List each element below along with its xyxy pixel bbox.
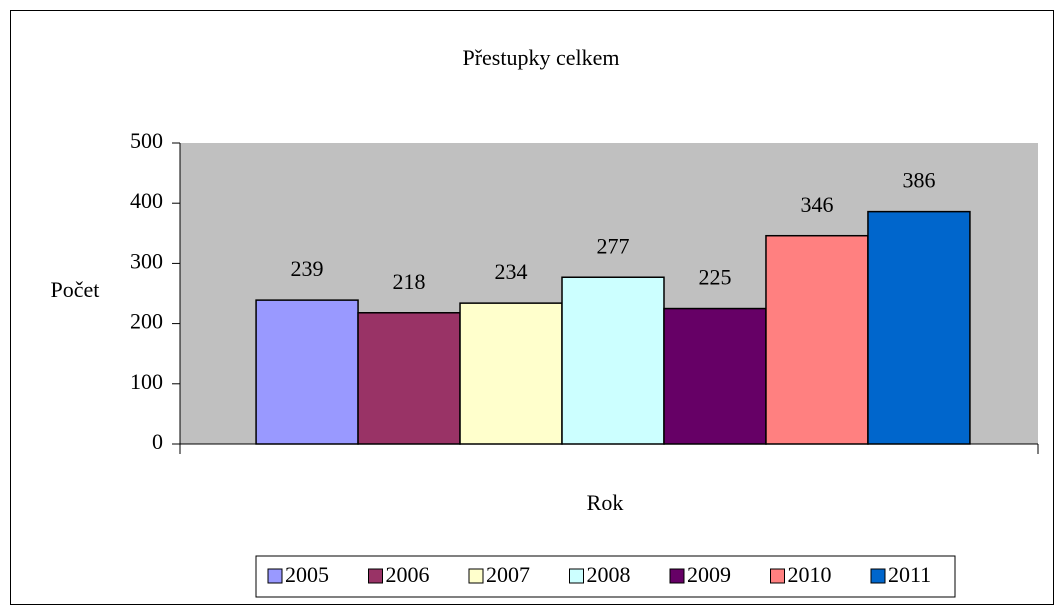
y-tick-label: 300 (130, 248, 163, 273)
y-tick-label: 200 (130, 309, 163, 334)
legend-label: 2009 (687, 562, 731, 587)
y-tick-label: 100 (130, 369, 163, 394)
legend-label: 2008 (587, 562, 631, 587)
legend-swatch (870, 568, 886, 584)
legend-label: 2006 (386, 562, 430, 587)
data-label: 239 (291, 256, 324, 281)
bar (867, 210, 971, 445)
y-tick-label: 0 (152, 429, 163, 454)
data-label: 234 (495, 259, 528, 284)
legend-swatch (569, 568, 584, 584)
bar (561, 276, 665, 445)
legend-swatch (468, 568, 484, 584)
bar (765, 234, 869, 445)
legend-swatch (770, 568, 785, 584)
data-label: 346 (800, 192, 833, 217)
legend-label: 2010 (788, 562, 832, 587)
data-label: 225 (698, 265, 731, 290)
y-tick-label: 400 (130, 188, 163, 213)
x-axis-label: Rok (587, 490, 624, 515)
chart-title: Přestupky celkem (462, 45, 619, 70)
data-label: 218 (393, 269, 426, 294)
legend-swatch (368, 568, 383, 584)
legend-swatch (669, 568, 685, 584)
legend-label: 2005 (285, 562, 329, 587)
legend-label: 2007 (486, 562, 530, 587)
legend-label: 2011 (888, 562, 931, 587)
bar (357, 312, 461, 445)
data-label: 386 (902, 168, 935, 193)
y-axis-label: Počet (51, 277, 100, 302)
bar (459, 302, 563, 445)
data-label: 277 (597, 233, 630, 258)
bar (255, 299, 359, 445)
y-tick-label: 500 (130, 128, 163, 153)
legend-swatch (267, 568, 283, 584)
bar (663, 307, 767, 445)
